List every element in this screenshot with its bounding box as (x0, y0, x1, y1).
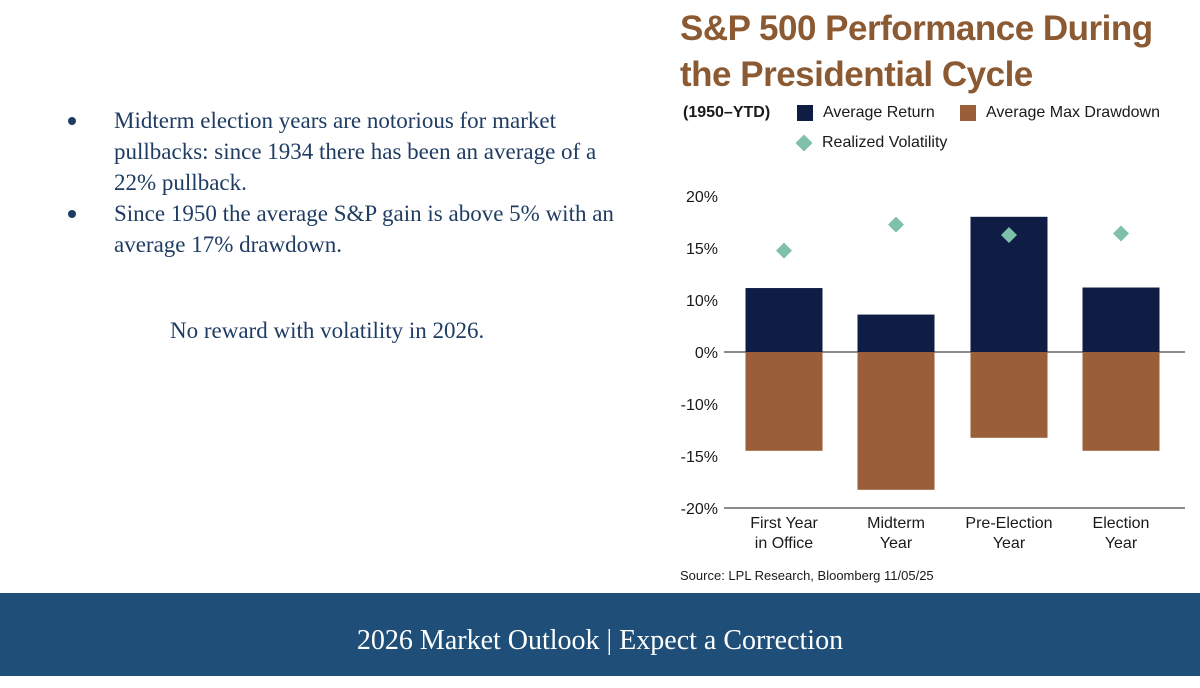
marker-realized-volatility (888, 216, 904, 233)
x-category-label: Midterm (867, 515, 925, 532)
y-tick-label: -15% (681, 449, 718, 466)
legend-swatch-drawdown (960, 105, 976, 121)
footer-band: 2026 Market Outlook | Expect a Correctio… (0, 593, 1200, 676)
bar-average-return (857, 314, 935, 352)
bar-chart: 20% 15% 10% 0% -10% -15% -20% First Year in Offi… (681, 189, 1185, 552)
x-category-label: in Office (755, 535, 814, 552)
x-category-label: Pre-Election (965, 515, 1052, 532)
legend-item-return: Average Return (797, 104, 935, 122)
marker-realized-volatility (1113, 225, 1129, 242)
legend-swatch-return (797, 105, 813, 121)
legend-item-volatility: Realized Volatility (795, 134, 947, 152)
bar-average-return (745, 288, 823, 352)
y-tick-label: 20% (686, 189, 718, 206)
bar-average-max-drawdown (745, 352, 823, 451)
bar-average-max-drawdown (970, 352, 1048, 438)
bullet-text: Since 1950 the average S&P gain is above… (114, 201, 614, 257)
x-category-label: Year (993, 535, 1026, 552)
legend-label-volatility: Realized Volatility (822, 134, 948, 151)
legend-label-drawdown: Average Max Drawdown (986, 104, 1161, 121)
footer-title: 2026 Market Outlook | Expect a Correctio… (356, 625, 844, 656)
chart-subtitle: (1950–YTD) (683, 104, 771, 121)
x-category-label: Year (1105, 535, 1138, 552)
legend-item-drawdown: Average Max Drawdown (960, 104, 1160, 122)
tagline: No reward with volatility in 2026. (170, 318, 485, 343)
bar-average-max-drawdown (1082, 352, 1160, 451)
bullet-list: Midterm election years are notorious for… (68, 105, 628, 260)
bullet-dot-icon (68, 117, 76, 125)
bar-average-return (1082, 287, 1160, 352)
bullet-item: Midterm election years are notorious for… (68, 105, 628, 198)
legend-label-return: Average Return (823, 104, 935, 121)
bullet-dot-icon (68, 210, 76, 218)
chart-source: Source: LPL Research, Bloomberg 11/05/25 (680, 568, 934, 583)
y-tick-label: 0% (695, 345, 718, 362)
marker-realized-volatility (1001, 227, 1017, 243)
bullet-text: Midterm election years are notorious for… (114, 108, 597, 195)
x-category-label: Year (880, 535, 913, 552)
chart-title: S&P 500 Performance During the President… (680, 9, 1153, 94)
x-category-label: First Year (750, 515, 818, 532)
x-category-label: Election (1093, 515, 1150, 532)
y-tick-label: 10% (686, 293, 718, 310)
bar-average-max-drawdown (857, 352, 935, 490)
marker-realized-volatility (776, 242, 792, 259)
y-tick-label: -20% (681, 501, 718, 518)
y-tick-label: -10% (681, 397, 718, 414)
y-tick-label: 15% (686, 241, 718, 258)
legend-diamond-icon (795, 134, 813, 152)
bullet-item: Since 1950 the average S&P gain is above… (68, 198, 628, 260)
